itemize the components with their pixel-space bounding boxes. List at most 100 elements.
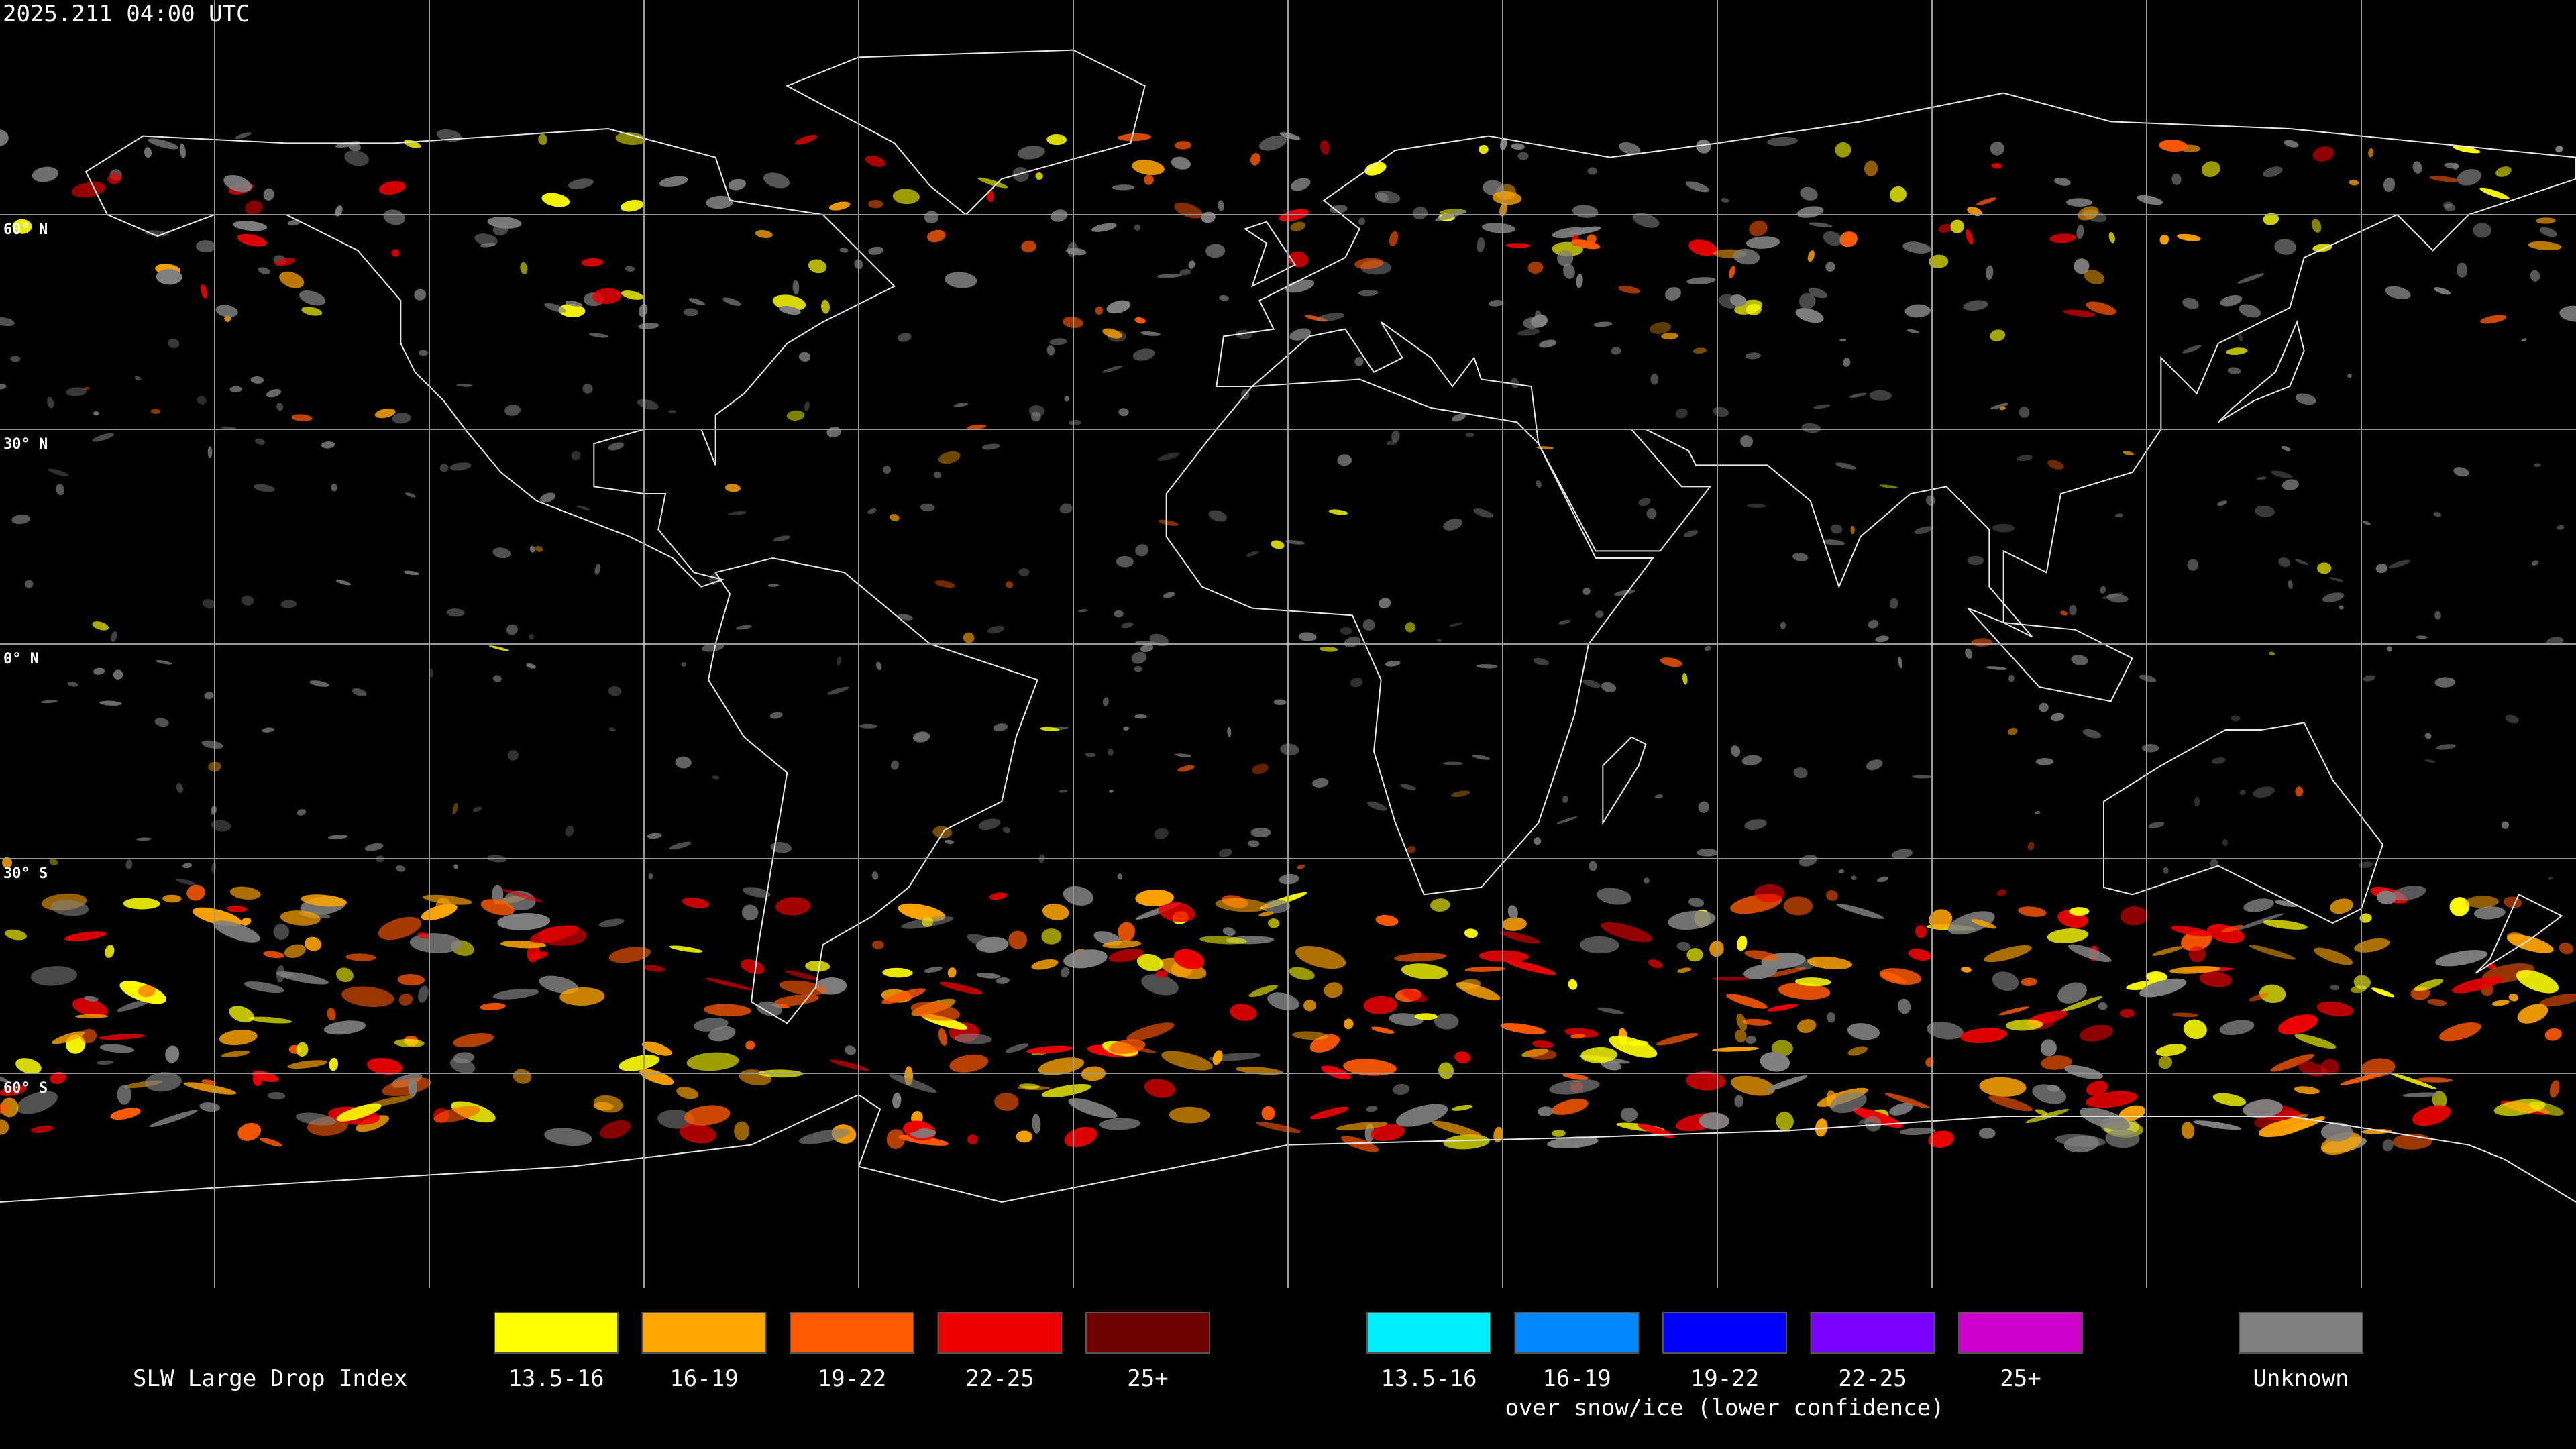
cloud-patch	[1144, 1079, 1176, 1098]
legend-swatch	[1366, 1312, 1491, 1354]
cloud-patch	[348, 142, 361, 152]
cloud-patch	[207, 446, 213, 458]
cloud-patch	[1792, 553, 1809, 561]
cloud-patch	[1990, 142, 2004, 156]
cloud-patch	[882, 967, 913, 978]
cloud-patch	[859, 723, 877, 729]
cloud-patch	[435, 898, 452, 916]
cloud-patch	[705, 977, 754, 991]
cloud-patch	[1017, 146, 1045, 160]
cloud-patch	[2084, 270, 2105, 284]
cloud-patch	[679, 1123, 716, 1144]
cloud-patch	[637, 398, 659, 410]
cloud-patch	[2086, 1081, 2108, 1096]
cloud-patch	[1682, 673, 1688, 685]
cloud-patch	[2193, 1120, 2242, 1130]
cloud-patch	[1438, 1062, 1454, 1079]
cloud-patch	[1505, 243, 1531, 248]
cloud-patch	[417, 932, 430, 939]
cloud-patch	[2263, 920, 2308, 930]
cloud-patch	[1337, 454, 1352, 466]
cloud-patch	[1571, 239, 1601, 250]
cloud-patch	[1095, 306, 1104, 315]
cloud-patch	[2139, 674, 2157, 682]
cloud-patch	[1134, 714, 1147, 719]
cloud-patch	[52, 1031, 85, 1044]
cloud-patch	[2274, 900, 2298, 907]
cloud-patch	[2429, 176, 2459, 182]
cloud-patch	[798, 352, 811, 362]
cloud-patch	[1018, 568, 1030, 576]
cloud-patch	[2349, 179, 2359, 186]
cloud-patch	[1996, 889, 2006, 896]
cloud-patch	[1776, 1111, 1794, 1131]
cloud-patch	[1499, 138, 1507, 150]
cloud-patch	[1794, 977, 1831, 987]
cloud-patch	[92, 433, 115, 442]
cloud-patch	[743, 887, 771, 898]
cloud-patch	[2047, 1084, 2060, 1092]
cloud-patch	[745, 1040, 755, 1050]
cloud-patch	[2434, 610, 2441, 620]
cloud-patch	[1038, 1057, 1085, 1075]
cloud-patch	[2210, 859, 2218, 868]
cloud-patch	[165, 1045, 180, 1063]
cloud-patch	[1721, 198, 1729, 203]
cloud-patch	[453, 864, 458, 869]
cloud-patch	[2271, 470, 2293, 479]
cloud-patch	[1849, 392, 1867, 398]
cloud-patch	[197, 396, 207, 405]
cloud-patch	[2435, 950, 2488, 967]
cloud-patch	[1354, 258, 1384, 270]
cloud-patch	[1839, 231, 1858, 248]
cloud-patch	[1371, 1026, 1395, 1034]
cloud-patch	[414, 288, 427, 301]
cloud-patch	[520, 262, 528, 274]
cloud-patch	[1401, 989, 1428, 1002]
cloud-patch	[1799, 292, 1816, 309]
cloud-patch	[296, 1042, 309, 1057]
legend-label: 16-19	[1542, 1365, 1611, 1392]
cloud-patch	[1765, 1075, 1808, 1091]
cloud-patch	[2007, 727, 2018, 735]
cloud-patch	[2444, 203, 2456, 212]
cloud-patch	[1248, 840, 1260, 847]
cloud-patch	[2278, 557, 2290, 568]
cloud-patch	[2212, 757, 2226, 764]
cloud-patch	[2375, 563, 2388, 574]
cloud-patch	[619, 1055, 660, 1071]
cloud-patch	[1879, 484, 1898, 489]
cloud-patch	[391, 249, 400, 257]
cloud-patch	[1891, 849, 1913, 859]
cloud-patch	[223, 174, 252, 193]
cloud-patch	[268, 1091, 286, 1100]
cloud-patch	[1208, 510, 1227, 522]
cloud-patch	[1134, 317, 1146, 324]
cloud-patch	[1696, 139, 1711, 154]
cloud-patch	[1847, 1023, 1880, 1040]
cloud-patch	[75, 1014, 109, 1019]
cloud-patch	[1118, 922, 1135, 942]
cloud-patch	[1517, 152, 1529, 160]
cloud-patch	[1354, 356, 1364, 366]
cloud-patch	[996, 977, 1010, 984]
cloud-patch	[433, 1106, 480, 1123]
cloud-patch	[910, 1002, 961, 1021]
cloud-patch	[213, 920, 260, 943]
cloud-patch	[927, 229, 946, 243]
cloud-patch	[255, 438, 266, 445]
cloud-patch	[418, 985, 429, 1003]
cloud-patch	[773, 535, 791, 542]
cloud-patch	[981, 443, 1000, 450]
cloud-patch	[1579, 936, 1619, 954]
cloud-patch	[2354, 938, 2390, 953]
cloud-patch	[0, 1103, 9, 1114]
coastlines	[0, 50, 2576, 1202]
cloud-patch	[1068, 1098, 1118, 1119]
cloud-patch	[898, 614, 913, 621]
cloud-patch	[1177, 765, 1195, 772]
cloud-patch	[868, 199, 883, 209]
coastline	[787, 50, 1144, 215]
cloud-patch	[1358, 217, 1366, 226]
cloud-patch	[1451, 790, 1470, 797]
